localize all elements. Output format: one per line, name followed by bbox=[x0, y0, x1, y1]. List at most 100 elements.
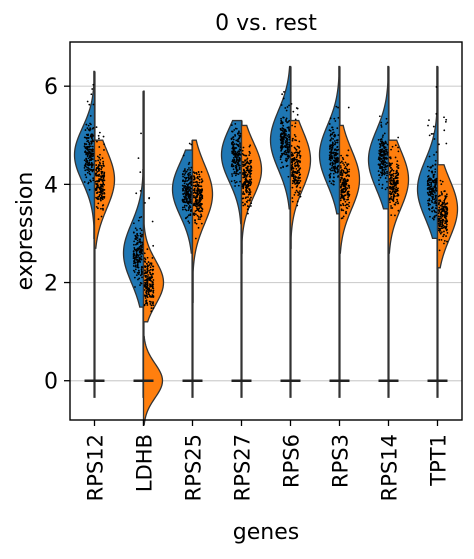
data-point bbox=[288, 138, 291, 141]
data-point bbox=[445, 217, 447, 220]
data-point bbox=[298, 181, 301, 184]
data-point bbox=[231, 175, 234, 177]
data-point bbox=[441, 221, 444, 224]
data-point bbox=[87, 157, 90, 160]
data-point bbox=[430, 178, 432, 180]
data-point bbox=[279, 146, 282, 149]
data-point bbox=[198, 190, 201, 193]
data-point bbox=[385, 117, 388, 120]
data-point bbox=[92, 179, 95, 182]
data-point bbox=[386, 121, 389, 124]
data-point bbox=[237, 137, 240, 140]
data-point bbox=[344, 161, 347, 164]
data-point bbox=[437, 220, 440, 223]
data-point bbox=[98, 131, 101, 134]
data-point bbox=[249, 174, 252, 176]
data-point bbox=[280, 122, 282, 125]
data-point bbox=[241, 201, 244, 204]
data-point bbox=[281, 154, 284, 156]
data-point bbox=[245, 196, 248, 199]
data-point bbox=[182, 193, 184, 195]
data-point bbox=[147, 289, 150, 292]
data-point bbox=[193, 202, 196, 205]
data-point bbox=[151, 265, 154, 268]
data-point bbox=[342, 202, 344, 205]
data-point bbox=[90, 165, 93, 167]
data-point bbox=[282, 116, 285, 119]
data-point bbox=[185, 198, 188, 200]
data-point bbox=[145, 291, 147, 294]
data-point bbox=[145, 272, 148, 275]
data-point bbox=[146, 276, 149, 278]
data-point bbox=[99, 162, 102, 165]
data-point bbox=[431, 164, 434, 167]
points-RPS25 bbox=[181, 142, 204, 240]
data-point bbox=[102, 162, 105, 165]
data-point bbox=[248, 188, 250, 190]
data-point bbox=[332, 162, 335, 165]
data-point bbox=[238, 168, 241, 170]
data-point bbox=[296, 181, 299, 183]
data-point bbox=[333, 170, 336, 172]
data-point bbox=[382, 157, 385, 160]
data-point bbox=[380, 157, 383, 160]
data-point bbox=[433, 181, 436, 184]
data-point bbox=[340, 176, 343, 179]
data-point bbox=[232, 157, 235, 159]
data-point bbox=[383, 166, 386, 169]
data-point bbox=[432, 133, 434, 135]
data-point bbox=[234, 134, 237, 137]
data-point bbox=[383, 173, 386, 176]
data-point bbox=[101, 207, 104, 210]
data-point bbox=[90, 142, 93, 144]
data-point bbox=[140, 245, 143, 248]
data-point bbox=[241, 193, 244, 195]
data-point bbox=[437, 229, 440, 232]
data-point bbox=[439, 217, 442, 220]
data-point bbox=[143, 304, 146, 307]
data-point bbox=[345, 154, 348, 157]
data-point bbox=[445, 193, 448, 196]
data-point bbox=[239, 154, 242, 156]
data-point bbox=[141, 266, 144, 269]
data-point bbox=[296, 179, 299, 182]
data-point bbox=[138, 271, 141, 274]
data-point bbox=[438, 206, 441, 209]
data-point bbox=[283, 134, 286, 137]
data-point bbox=[438, 199, 441, 202]
data-point bbox=[96, 140, 98, 143]
data-point bbox=[397, 209, 400, 212]
data-point bbox=[246, 173, 249, 176]
data-point bbox=[132, 257, 135, 260]
data-point bbox=[150, 301, 152, 303]
data-point bbox=[132, 231, 135, 234]
data-point bbox=[378, 179, 380, 182]
data-point bbox=[199, 202, 202, 205]
data-point bbox=[432, 193, 435, 196]
data-point bbox=[196, 200, 198, 203]
data-point bbox=[134, 256, 136, 259]
data-point bbox=[85, 147, 87, 150]
data-point bbox=[342, 191, 344, 194]
data-point bbox=[99, 153, 101, 156]
data-point bbox=[249, 198, 251, 201]
data-point bbox=[182, 179, 185, 182]
data-point bbox=[88, 150, 91, 153]
data-point bbox=[329, 155, 332, 158]
data-point bbox=[428, 119, 430, 121]
data-point bbox=[242, 154, 245, 156]
data-point bbox=[296, 170, 299, 172]
data-point bbox=[441, 215, 444, 218]
data-point bbox=[287, 133, 290, 136]
data-point bbox=[285, 151, 288, 154]
data-point bbox=[194, 181, 197, 184]
data-point bbox=[334, 120, 337, 122]
data-point bbox=[248, 182, 251, 185]
data-point bbox=[200, 215, 203, 217]
data-point bbox=[248, 162, 251, 165]
data-point bbox=[385, 123, 387, 125]
chart-title: 0 vs. rest bbox=[215, 11, 317, 36]
data-point bbox=[92, 177, 95, 180]
data-point bbox=[146, 267, 149, 270]
data-point bbox=[150, 307, 153, 310]
